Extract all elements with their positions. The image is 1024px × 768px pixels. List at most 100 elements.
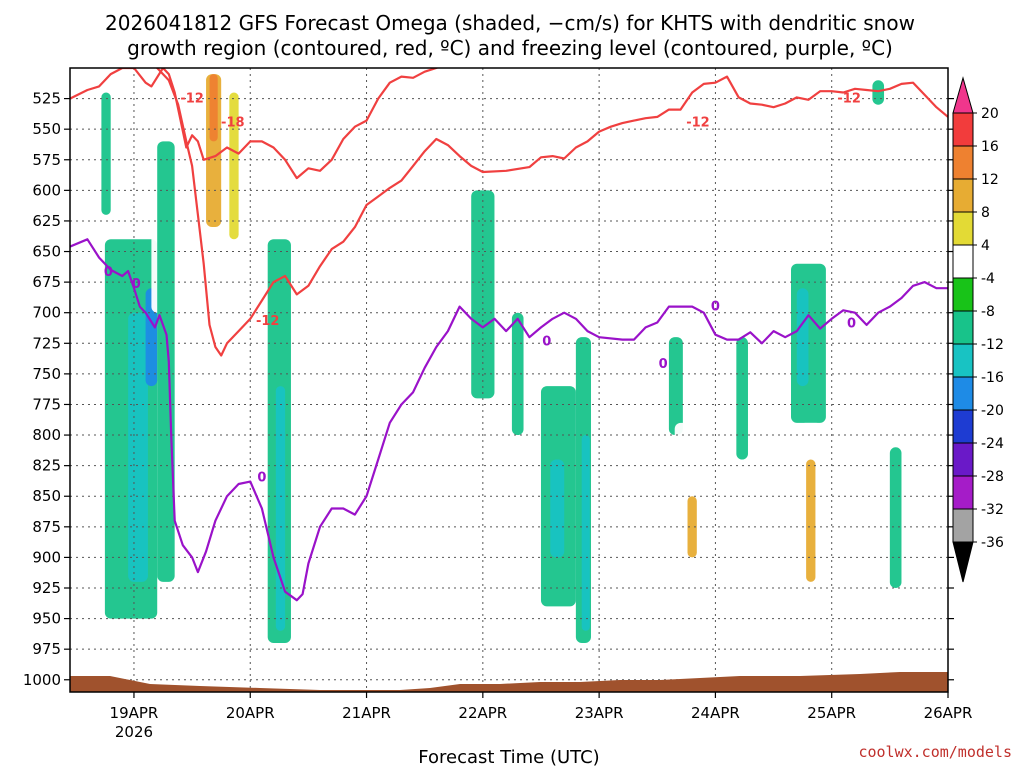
- y-tick-label-0: 525: [32, 90, 61, 108]
- colorbar-label-10: -24: [981, 436, 1004, 452]
- omega-cell-37: [872, 214, 885, 301]
- x-tick-label-3: 22APR: [458, 704, 507, 722]
- colorbar-label-9: -20: [981, 403, 1004, 419]
- omega-cell-16: [292, 484, 303, 607]
- terrain-fill: [70, 672, 948, 692]
- colorbar-box-12: [952, 475, 974, 510]
- colorbar-box-1: [952, 112, 974, 147]
- colorbar-box-8: [952, 343, 974, 378]
- colorbar-box-3: [952, 178, 974, 213]
- colorbar-box-2: [952, 145, 974, 180]
- colorbar-label-5: -4: [981, 271, 995, 287]
- chart-title-line2: growth region (contoured, red, ºC) and f…: [127, 36, 893, 60]
- grid: [70, 68, 948, 692]
- omega-cell-36: [872, 80, 885, 105]
- omega-cell-31: [736, 337, 748, 460]
- omega-cell-18: [340, 74, 365, 142]
- y-tick-label-1: 550: [32, 120, 61, 138]
- colorbar-box-4: [952, 211, 974, 246]
- colorbar-label-3: 8: [981, 205, 990, 221]
- y-tick-label-18: 975: [32, 640, 61, 658]
- chart-title-line1: 2026041812 GFS Forecast Omega (shaded, −…: [105, 11, 915, 35]
- dgz-contour-label-2: -12: [180, 91, 204, 106]
- omega-cell-6: [157, 141, 175, 582]
- colorbar-top-arrow: [952, 76, 974, 114]
- x-axis-label: Forecast Time (UTC): [418, 747, 599, 768]
- omega-cell-26: [581, 435, 590, 631]
- omega-cell-7: [182, 190, 198, 387]
- colorbar-box-11: [952, 442, 974, 477]
- freezing-contour-label-6: 0: [659, 357, 668, 372]
- y-tick-label-6: 675: [32, 273, 61, 291]
- y-tick-label-5: 650: [32, 243, 61, 261]
- freezing-contour-label-0: 0: [104, 265, 113, 280]
- colorbar-label-2: 12: [981, 172, 999, 188]
- y-tick-label-9: 750: [32, 365, 61, 383]
- y-tick-label-12: 825: [32, 457, 61, 475]
- colorbar-label-11: -28: [981, 469, 1004, 485]
- omega-cell-22: [540, 92, 565, 215]
- x-tick-label-2: 21APR: [342, 704, 391, 722]
- x-tick-label-1: 20APR: [226, 704, 275, 722]
- colorbar-label-1: 16: [981, 139, 999, 155]
- omega-cell-13: [244, 92, 268, 313]
- plot-frame: [69, 67, 949, 693]
- omega-cell-1: [101, 92, 111, 215]
- omega-cell-19: [438, 361, 451, 460]
- freezing-contour-label-5: 0: [132, 277, 141, 292]
- omega-cell-10: [209, 74, 218, 142]
- omega-cell-24: [550, 459, 565, 558]
- colorbar-box-6: [952, 277, 974, 312]
- dgz-contour-label-4: -12: [837, 91, 861, 106]
- omega-cell-29: [687, 496, 697, 558]
- dgz-lower-contour: [155, 68, 948, 357]
- omega-cell-17: [314, 74, 334, 215]
- y-tick-label-7: 700: [32, 304, 61, 322]
- x-tick-label-5: 24APR: [691, 704, 740, 722]
- colorbar-label-4: 4: [981, 238, 990, 254]
- dgz-upper-contour: [70, 68, 439, 180]
- y-tick-label-14: 875: [32, 518, 61, 536]
- x-tick-sublabel-0: 2026: [115, 723, 153, 741]
- colorbar-label-6: -8: [981, 304, 995, 320]
- freezing-contour-label-3: 0: [711, 299, 720, 314]
- freezing-contour-label-1: 0: [542, 335, 551, 350]
- colorbar: 20 16 12 8 4 -4 -8 -12 -16 -20 -24 -28 -32 -36: [952, 76, 1004, 583]
- omega-cell-15: [275, 386, 286, 631]
- colorbar-box-13: [952, 508, 974, 543]
- omega-cell-30: [703, 337, 716, 436]
- omega-cell-33: [796, 288, 809, 387]
- colorbar-label-8: -16: [981, 370, 1004, 386]
- dgz-contour-label-1: -18: [221, 116, 245, 131]
- y-tick-label-11: 800: [32, 426, 61, 444]
- colorbar-box-9: [952, 376, 974, 411]
- y-tick-label-10: 775: [32, 395, 61, 413]
- omega-cell-3: [128, 312, 148, 582]
- colorbar-label-12: -32: [981, 502, 1004, 518]
- y-tick-label-17: 950: [32, 610, 61, 628]
- y-tick-label-15: 900: [32, 548, 61, 566]
- colorbar-label-0: 20: [981, 106, 999, 122]
- colorbar-box-5: [952, 244, 974, 279]
- y-tick-label-4: 625: [32, 212, 61, 230]
- x-tick-label-7: 26APR: [924, 704, 973, 722]
- colorbar-box-10: [952, 409, 974, 444]
- dgz-contour-label-5: -12: [256, 314, 280, 329]
- dgz-contour-label-0: -18: [372, 57, 396, 72]
- freezing-level-contour: [70, 238, 948, 602]
- y-tick-label-16: 925: [32, 579, 61, 597]
- dgz-contour-label-3: -12: [686, 116, 710, 131]
- colorbar-box-7: [952, 310, 974, 345]
- x-tick-label-6: 25APR: [807, 704, 856, 722]
- contour-lines: -18 -18 -12 -12 -12 -12 0 0 0 0 0 0 0: [70, 57, 948, 602]
- x-tick-label-0: 19APR: [110, 704, 159, 722]
- omega-shading: [93, 74, 902, 644]
- colorbar-bottom-arrow: [952, 541, 974, 583]
- omega-cell-27: [668, 337, 683, 436]
- y-tick-label-3: 600: [32, 181, 61, 199]
- freezing-contour-label-4: 0: [847, 316, 856, 331]
- omega-cell-12: [229, 92, 239, 240]
- omega-cell-39: [889, 447, 902, 588]
- x-tick-label-4: 23APR: [575, 704, 624, 722]
